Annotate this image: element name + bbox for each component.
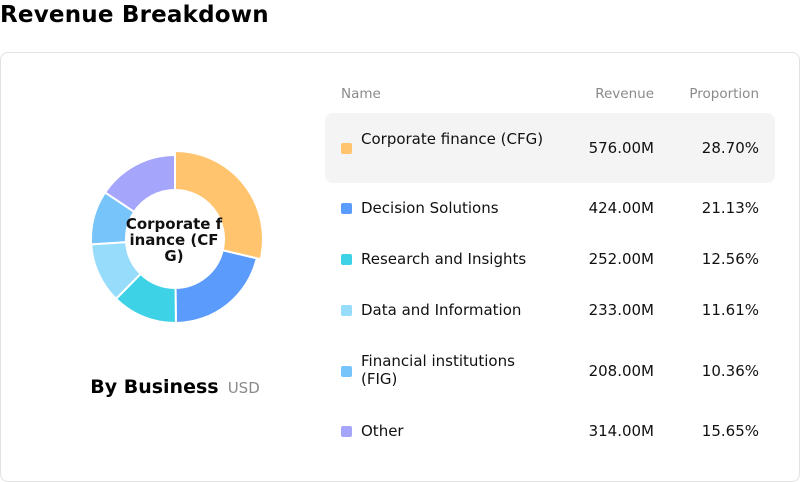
donut-chart [90, 150, 266, 326]
table-row[interactable]: Other 314.00M 15.65% [325, 413, 775, 449]
table-row[interactable]: Financial institutions (FIG) 208.00M 10.… [325, 340, 775, 402]
page-title: Revenue Breakdown [0, 2, 269, 28]
donut-slice[interactable] [174, 150, 264, 261]
table-header: Name Revenue Proportion [325, 86, 775, 106]
row-proportion: 28.70% [701, 139, 759, 157]
row-name: Corporate finance (CFG) [361, 130, 544, 148]
legend-swatch [341, 426, 352, 437]
row-name: Data and Information [361, 301, 522, 319]
table-row[interactable]: Corporate finance (CFG) 576.00M 28.70% [325, 113, 775, 183]
row-name: Financial institutions (FIG) [361, 352, 515, 388]
table-row[interactable]: Research and Insights 252.00M 12.56% [325, 241, 775, 277]
row-proportion: 10.36% [701, 362, 759, 380]
chart-caption-title: By Business [90, 376, 219, 398]
row-revenue: 424.00M [588, 199, 654, 217]
legend-swatch [341, 203, 352, 214]
legend-swatch [341, 366, 352, 377]
row-name: Research and Insights [361, 250, 527, 268]
row-revenue: 314.00M [588, 422, 654, 440]
row-name: Other [361, 422, 404, 440]
legend-swatch [341, 143, 352, 154]
table-row[interactable]: Decision Solutions 424.00M 21.13% [325, 190, 775, 226]
row-name: Decision Solutions [361, 199, 499, 217]
row-revenue: 208.00M [588, 362, 654, 380]
row-proportion: 12.56% [701, 250, 759, 268]
row-revenue: 576.00M [588, 139, 654, 157]
donut-slice[interactable] [103, 153, 176, 214]
row-revenue: 233.00M [588, 301, 654, 319]
row-proportion: 11.61% [701, 301, 759, 319]
chart-caption: By Business USD [0, 376, 350, 398]
row-proportion: 21.13% [701, 199, 759, 217]
chart-caption-unit: USD [227, 379, 260, 397]
donut-center-label: Corporate finance (CFG) [125, 215, 223, 265]
column-header-revenue: Revenue [595, 86, 654, 102]
legend-swatch [341, 305, 352, 316]
column-header-name: Name [341, 86, 381, 102]
row-proportion: 15.65% [701, 422, 759, 440]
table-row[interactable]: Data and Information 233.00M 11.61% [325, 292, 775, 328]
legend-swatch [341, 254, 352, 265]
column-header-proportion: Proportion [689, 86, 759, 102]
row-revenue: 252.00M [588, 250, 654, 268]
